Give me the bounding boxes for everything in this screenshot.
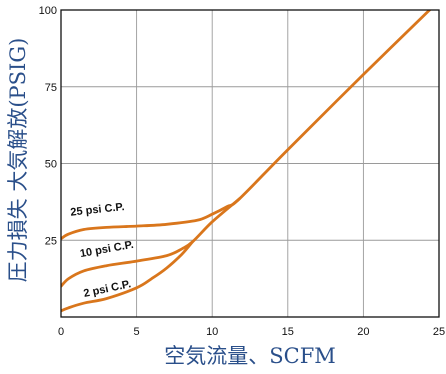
series-line <box>61 10 432 241</box>
x-tick-label: 0 <box>58 326 64 338</box>
x-axis-title: 空気流量、SCFM <box>164 344 336 368</box>
y-tick-label: 50 <box>45 159 57 171</box>
y-tick-label: 25 <box>45 235 57 247</box>
x-tick-labels: 0 5 10 15 20 25 <box>58 326 445 338</box>
y-tick-label: 75 <box>45 82 57 94</box>
y-axis-title: 圧力損失 大気解放(PSIG) <box>6 38 30 283</box>
x-tick-label: 25 <box>433 326 445 338</box>
curve-labels: 25 psi C.P. 10 psi C.P. 2 psi C.P. <box>70 201 135 300</box>
x-tick-label: 20 <box>357 326 369 338</box>
series-line <box>61 240 194 313</box>
curve-label: 25 psi C.P. <box>70 201 125 219</box>
y-tick-label: 100 <box>39 5 57 17</box>
curve-label: 10 psi C.P. <box>79 239 134 260</box>
y-tick-labels: 25 50 75 100 <box>39 5 57 247</box>
curve-label: 2 psi C.P. <box>83 278 133 300</box>
plot-frame <box>60 9 440 318</box>
grid-lines <box>61 10 439 317</box>
x-tick-label: 10 <box>206 326 218 338</box>
series-line <box>61 197 241 288</box>
x-tick-label: 5 <box>134 326 140 338</box>
series-curves <box>61 10 432 313</box>
x-tick-label: 15 <box>282 326 294 338</box>
